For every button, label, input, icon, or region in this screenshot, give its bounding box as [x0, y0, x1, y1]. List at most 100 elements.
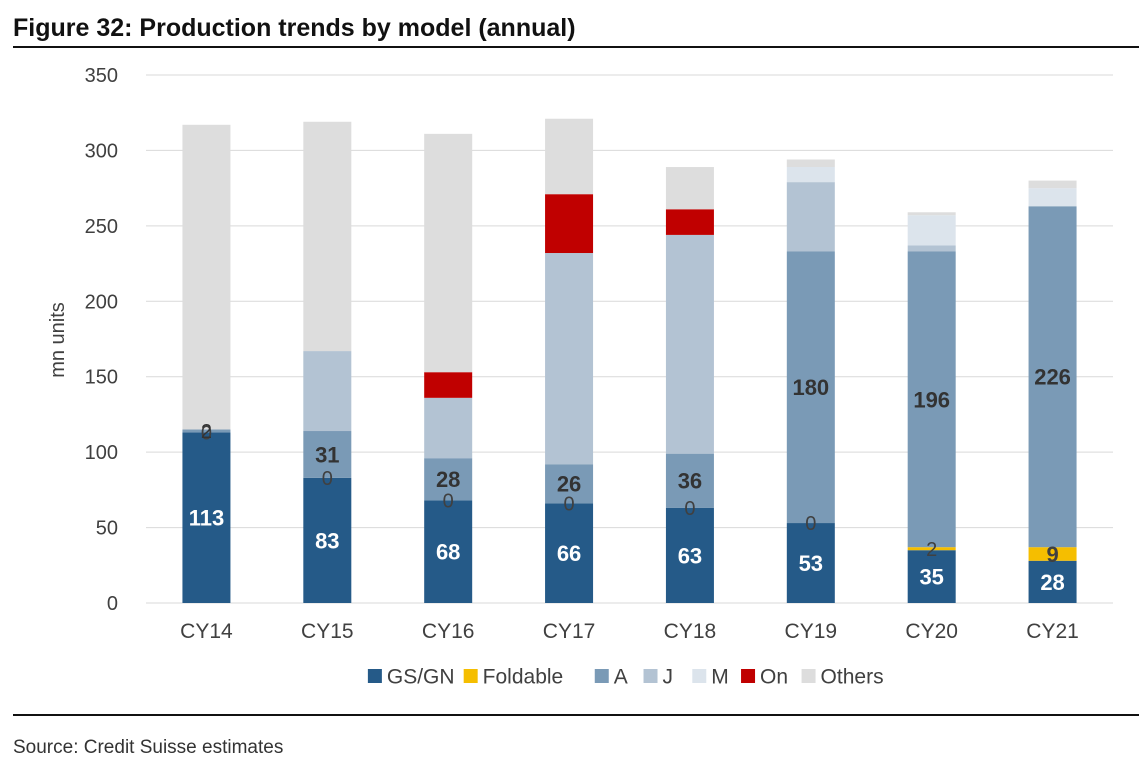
data-label-foldable: 9	[1046, 542, 1058, 567]
x-axis-ticks: CY14 CY15 CY16 CY17 CY18 CY19 CY20 CY21	[180, 620, 1079, 643]
data-label-a: 28	[436, 467, 460, 492]
legend-label-others: Others	[821, 666, 884, 689]
legend-swatch-j	[643, 669, 658, 683]
bar-segment-on	[424, 372, 473, 398]
data-label-gs-gn: 66	[557, 541, 581, 566]
data-label-gs-gn: 35	[919, 565, 943, 590]
bar-segment-a	[424, 458, 473, 501]
bar-segment-gs-gn	[1028, 560, 1077, 603]
bar-segment-others	[424, 133, 473, 373]
bar-segment-a	[182, 429, 231, 433]
bar-segment-others	[303, 121, 352, 352]
x-tick-label: CY14	[180, 620, 233, 643]
data-label-a: 196	[913, 387, 950, 412]
bar-segment-gs-gn	[182, 432, 231, 603]
legend-label-m: M	[711, 666, 729, 689]
legend-swatch-on	[741, 669, 756, 683]
title-rule	[13, 46, 1139, 48]
bar-segment-gs-gn	[907, 550, 956, 603]
x-tick-label: CY20	[905, 620, 958, 643]
x-tick-label: CY17	[543, 620, 596, 643]
bar-segment-j	[424, 397, 473, 459]
legend-label-a: A	[614, 666, 628, 689]
y-tick-label: 350	[85, 65, 118, 87]
legend-swatch-gs-gn	[367, 669, 382, 683]
data-label-foldable: 0	[322, 468, 333, 490]
y-tick-label: 50	[96, 518, 118, 540]
data-label-a: 180	[792, 375, 829, 400]
data-label-a: 26	[557, 472, 581, 497]
bar-segment-foldable	[1028, 547, 1077, 561]
y-tick-label: 0	[107, 593, 118, 615]
data-label-gs-gn: 28	[1040, 570, 1064, 595]
legend: GS/GN Foldable A J M On Others	[367, 666, 884, 689]
bar-segment-m	[907, 215, 956, 246]
data-label-foldable: 0	[805, 513, 816, 535]
bar-segment-j	[786, 182, 835, 252]
y-axis-label: mn units	[47, 302, 69, 378]
x-tick-label: CY21	[1026, 620, 1079, 643]
bar-segment-j	[545, 253, 594, 465]
y-tick-label: 150	[85, 367, 118, 389]
legend-swatch-m	[692, 669, 707, 683]
bar-segment-a	[907, 251, 956, 548]
bar-segment-a	[303, 431, 352, 478]
figure-title: Figure 32: Production trends by model (a…	[13, 14, 576, 42]
data-label-foldable: 0	[684, 498, 695, 520]
bar-segment-others	[182, 124, 231, 430]
bar-segment-j	[665, 234, 714, 454]
data-label-foldable: 0	[443, 491, 454, 513]
bar-segment-a	[1028, 206, 1077, 548]
bar-segment-gs-gn	[303, 477, 352, 603]
data-label-foldable: 0	[564, 494, 575, 516]
bar-segment-m	[786, 167, 835, 183]
gridlines	[146, 74, 1113, 604]
bar-segment-others	[786, 159, 835, 168]
legend-label-on: On	[760, 666, 788, 689]
y-axis-ticks: 0 50 100 150 200 250 300 350	[85, 65, 118, 615]
x-tick-label: CY18	[664, 620, 717, 643]
bar-segment-j	[907, 245, 956, 252]
y-tick-label: 300	[85, 140, 118, 162]
x-tick-label: CY15	[301, 620, 354, 643]
bar-segment-on	[545, 194, 594, 254]
bar-segment-on	[665, 209, 714, 235]
data-label-gs-gn: 68	[436, 540, 460, 565]
bar-segment-others	[545, 118, 594, 195]
bars	[182, 118, 1077, 603]
data-label-gs-gn: 113	[189, 506, 225, 531]
bar-segment-j	[303, 351, 352, 432]
data-label-a: 226	[1034, 365, 1071, 390]
data-label-foldable: 2	[926, 539, 937, 561]
y-tick-label: 200	[85, 291, 118, 313]
data-labels: 1130283031680286602663036530180352196289…	[189, 365, 1071, 595]
bar-segment-others	[665, 167, 714, 210]
x-tick-label: CY16	[422, 620, 475, 643]
legend-label-foldable: Foldable	[483, 666, 564, 689]
bar-segment-gs-gn	[786, 523, 835, 603]
legend-label-gs-gn: GS/GN	[387, 666, 455, 689]
bar-segment-a	[545, 464, 594, 504]
legend-swatch-foldable	[463, 669, 478, 683]
legend-swatch-others	[801, 669, 816, 683]
y-tick-label: 100	[85, 442, 118, 464]
y-tick-label: 250	[85, 216, 118, 238]
footer-rule	[13, 714, 1139, 716]
bar-segment-foldable	[907, 547, 956, 551]
bar-segment-gs-gn	[424, 500, 473, 603]
bar-segment-others	[907, 212, 956, 216]
data-label-foldable: 0	[201, 423, 212, 445]
data-label-a: 2	[201, 421, 212, 443]
legend-swatch-a	[594, 669, 609, 683]
bar-segment-gs-gn	[545, 503, 594, 603]
bar-segment-others	[1028, 180, 1077, 189]
data-label-gs-gn: 83	[315, 528, 339, 553]
data-label-a: 31	[315, 442, 339, 467]
bar-segment-a	[665, 453, 714, 508]
data-label-gs-gn: 53	[799, 551, 823, 576]
bar-segment-gs-gn	[665, 507, 714, 603]
source-note: Source: Credit Suisse estimates	[13, 737, 284, 758]
bar-segment-a	[786, 251, 835, 524]
data-label-a: 36	[678, 469, 702, 494]
